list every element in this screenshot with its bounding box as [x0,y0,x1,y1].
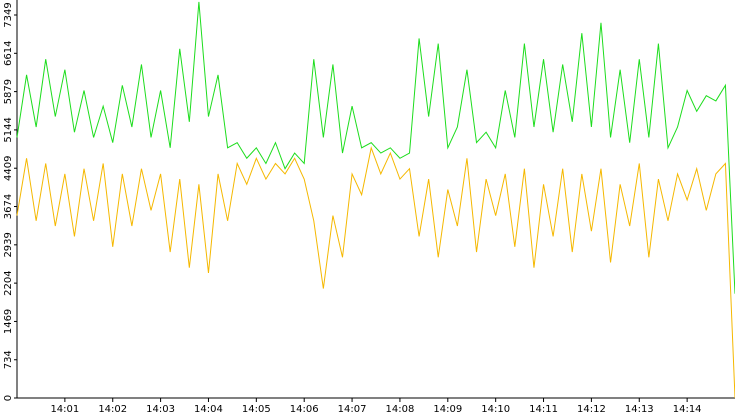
x-tick-label: 14:14 [673,404,702,415]
x-tick-label: 14:12 [577,404,606,415]
y-tick-label: 6614 [3,41,14,66]
x-tick-label: 14:10 [481,404,510,415]
series-line [16,1,735,294]
series-line [16,146,735,399]
x-tick-label: 14:01 [50,404,79,415]
x-tick-label: 14:03 [146,404,175,415]
y-tick-label: 734 [3,350,14,369]
x-tick-label: 14:05 [242,404,271,415]
x-tick-label: 14:06 [290,404,319,415]
y-tick-label: 3674 [3,194,14,219]
y-tick-label: 7349 [3,2,14,27]
y-tick-label: 5879 [3,79,14,104]
y-tick-label: 5144 [3,117,14,142]
x-tick-label: 14:11 [529,404,558,415]
y-tick-label: 2204 [3,270,14,295]
y-tick-label: 1469 [3,309,14,334]
x-tick-label: 14:07 [338,404,367,415]
x-tick-label: 14:04 [194,404,223,415]
x-tick-label: 14:09 [433,404,462,415]
x-tick-label: 14:08 [386,404,415,415]
x-tick-label: 14:13 [625,404,654,415]
y-tick-label: 2939 [3,232,14,257]
y-tick-label: 0 [3,395,14,401]
x-tick-label: 14:02 [98,404,127,415]
y-tick-label: 4409 [3,155,14,180]
